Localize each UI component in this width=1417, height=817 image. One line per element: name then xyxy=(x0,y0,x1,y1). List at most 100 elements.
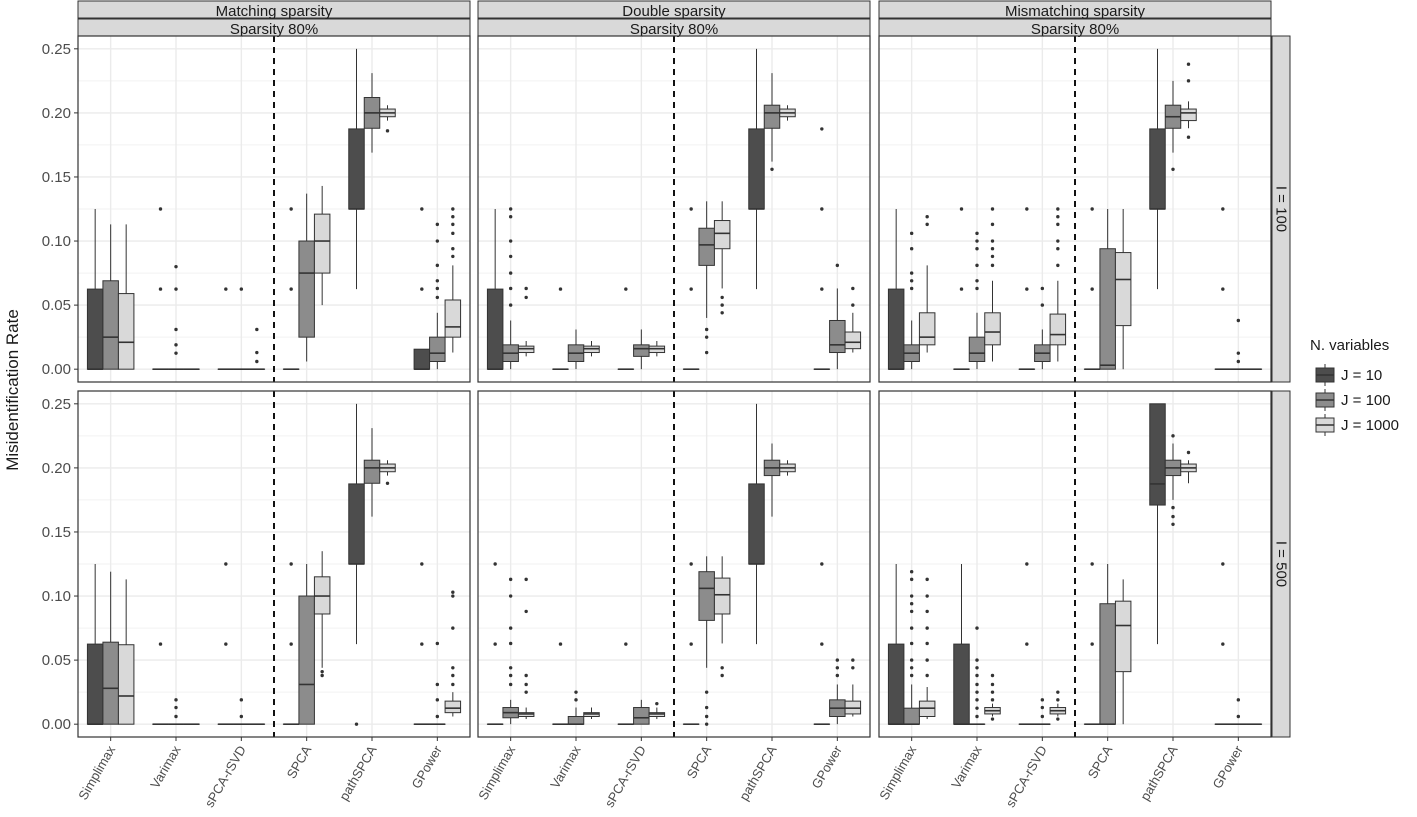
boxplot xyxy=(985,207,1001,361)
outlier-point xyxy=(451,594,454,597)
legend-title: N. variables xyxy=(1310,337,1389,354)
outlier-point xyxy=(705,351,708,354)
x-tick-label: SPCA xyxy=(1085,743,1116,781)
legend-label: J = 100 xyxy=(1341,392,1391,409)
boxplot xyxy=(103,572,119,724)
outlier-point xyxy=(705,715,708,718)
y-tick-label: 0.10 xyxy=(42,233,71,250)
boxplot xyxy=(218,562,234,724)
outlier-point xyxy=(960,207,963,210)
boxplot xyxy=(618,642,634,724)
box-iqr xyxy=(954,644,970,724)
boxplot xyxy=(1215,562,1231,724)
outlier-point xyxy=(910,287,913,290)
box-iqr xyxy=(364,460,380,483)
boxplot xyxy=(1019,562,1035,724)
boxplot xyxy=(103,224,119,369)
boxplot xyxy=(714,201,730,314)
outlier-point xyxy=(509,683,512,686)
outlier-point xyxy=(224,562,227,565)
outlier-point xyxy=(925,610,928,613)
outlier-point xyxy=(289,562,292,565)
outlier-point xyxy=(1025,207,1028,210)
outlier-point xyxy=(991,717,994,720)
outlier-point xyxy=(1056,207,1059,210)
outlier-point xyxy=(975,247,978,250)
x-tick-label: Simplimax xyxy=(75,743,118,803)
outlier-point xyxy=(509,215,512,218)
outlier-point xyxy=(1041,303,1044,306)
boxplot xyxy=(283,562,299,724)
boxplot xyxy=(299,194,315,362)
boxplot xyxy=(845,658,861,716)
facet-panel xyxy=(879,391,1271,737)
boxplot xyxy=(118,224,134,369)
outlier-point xyxy=(991,674,994,677)
boxplot xyxy=(314,186,330,305)
outlier-point xyxy=(524,674,527,677)
outlier-point xyxy=(910,642,913,645)
outlier-point xyxy=(991,690,994,693)
boxplot xyxy=(568,329,584,369)
outlier-point xyxy=(451,683,454,686)
x-tick-label: Varimax xyxy=(147,743,184,791)
outlier-point xyxy=(1221,207,1224,210)
box-iqr xyxy=(1181,109,1197,121)
boxplot xyxy=(749,404,765,644)
boxplot xyxy=(814,127,830,369)
outlier-point xyxy=(509,666,512,669)
box-iqr xyxy=(1150,404,1166,505)
boxplot xyxy=(1050,207,1066,361)
boxplot xyxy=(153,642,169,724)
boxplot xyxy=(349,49,365,289)
box-iqr xyxy=(445,300,461,337)
outlier-point xyxy=(975,264,978,267)
outlier-point xyxy=(509,207,512,210)
outlier-point xyxy=(910,271,913,274)
boxplot xyxy=(380,105,396,132)
y-tick-label: 0.00 xyxy=(42,716,71,733)
outlier-point xyxy=(1221,642,1224,645)
x-tick-label: GPower xyxy=(1209,742,1246,791)
boxplot xyxy=(364,73,380,152)
outlier-point xyxy=(1171,168,1174,171)
outlier-point xyxy=(174,328,177,331)
outlier-point xyxy=(925,658,928,661)
outlier-point xyxy=(240,698,243,701)
boxplot xyxy=(87,209,103,369)
outlier-point xyxy=(240,287,243,290)
box-iqr xyxy=(985,313,1001,345)
outlier-point xyxy=(925,223,928,226)
boxplot xyxy=(683,207,699,369)
outlier-point xyxy=(255,351,258,354)
boxplot xyxy=(954,207,970,369)
outlier-point xyxy=(1187,79,1190,82)
outlier-point xyxy=(975,232,978,235)
boxplot xyxy=(919,578,935,719)
boxplot xyxy=(780,105,796,120)
outlier-point xyxy=(1056,247,1059,250)
boxplot xyxy=(414,207,430,369)
outlier-point xyxy=(159,642,162,645)
outlier-point xyxy=(1056,690,1059,693)
x-tick-label: sPCA-rSVD xyxy=(1003,743,1050,810)
outlier-point xyxy=(451,247,454,250)
outlier-point xyxy=(720,311,723,314)
boxplot xyxy=(299,564,315,724)
box-iqr xyxy=(830,320,846,352)
box-iqr xyxy=(487,289,503,369)
x-tick-label: GPower xyxy=(808,742,845,791)
outlier-point xyxy=(436,239,439,242)
outlier-point xyxy=(624,642,627,645)
outlier-point xyxy=(720,303,723,306)
box-iqr xyxy=(314,214,330,273)
y-tick-label: 0.20 xyxy=(42,105,71,122)
outlier-point xyxy=(910,594,913,597)
outlier-point xyxy=(1041,706,1044,709)
outlier-point xyxy=(720,666,723,669)
outlier-point xyxy=(820,127,823,130)
outlier-point xyxy=(851,303,854,306)
outlier-point xyxy=(509,255,512,258)
outlier-point xyxy=(910,279,913,282)
